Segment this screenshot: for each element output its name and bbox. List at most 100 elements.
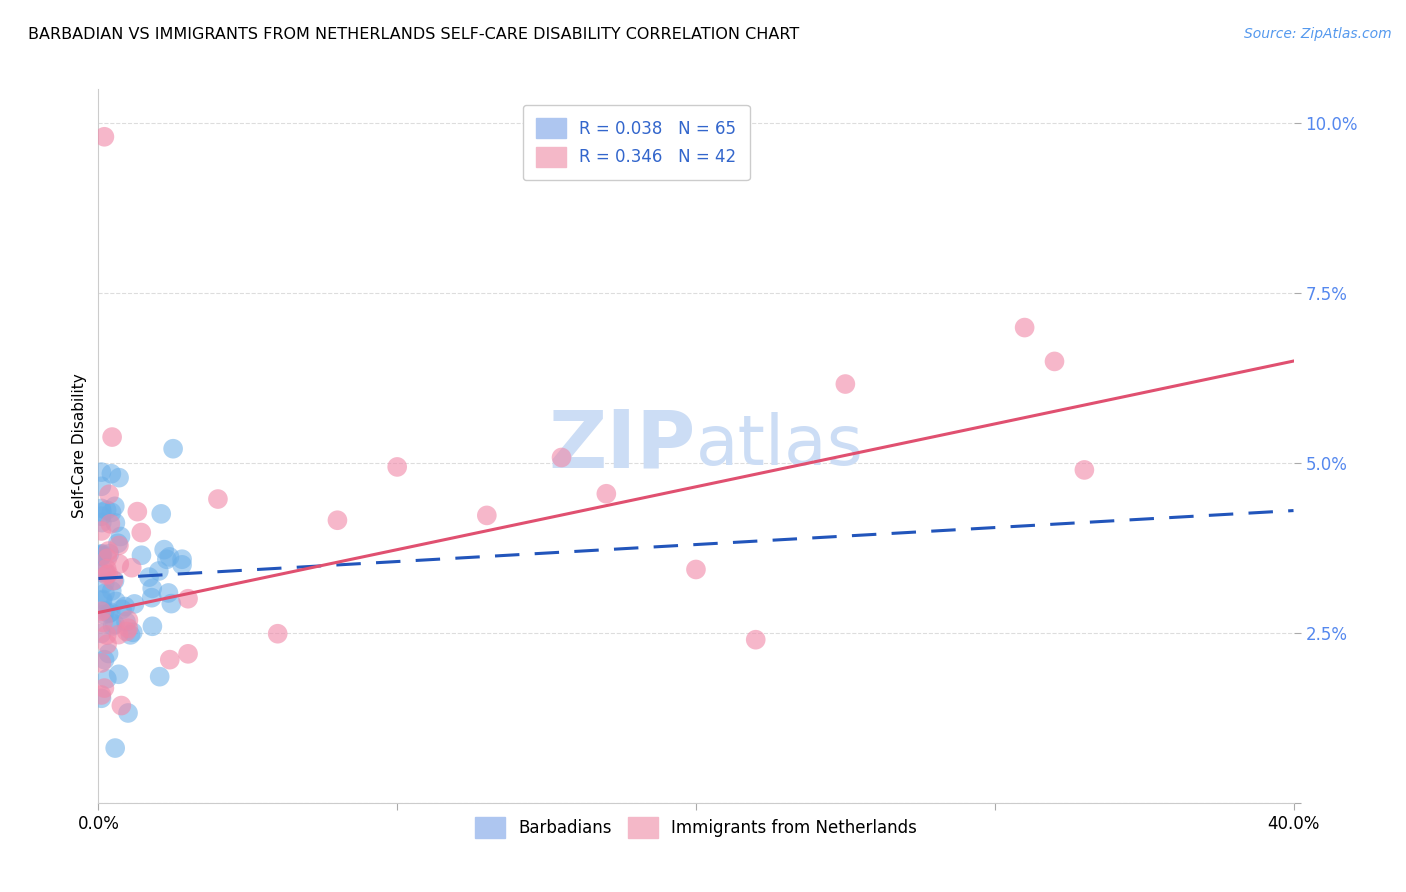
Text: ZIP: ZIP xyxy=(548,407,696,485)
Point xyxy=(90,626,112,640)
Point xyxy=(100,606,122,620)
Point xyxy=(159,653,181,667)
Point xyxy=(117,621,139,635)
Point xyxy=(156,552,179,566)
Point xyxy=(111,602,134,616)
Point xyxy=(100,467,122,481)
Point xyxy=(96,551,118,566)
Point xyxy=(90,566,112,580)
Point xyxy=(110,529,132,543)
Point xyxy=(98,547,121,561)
Point xyxy=(97,647,120,661)
Point xyxy=(93,576,115,591)
Point xyxy=(90,549,112,564)
Point xyxy=(96,561,118,575)
Point xyxy=(127,505,149,519)
Point xyxy=(141,619,163,633)
Point xyxy=(1014,320,1036,334)
Point xyxy=(108,557,131,571)
Point xyxy=(103,574,125,588)
Point xyxy=(101,619,124,633)
Point xyxy=(207,491,229,506)
Text: Source: ZipAtlas.com: Source: ZipAtlas.com xyxy=(1244,27,1392,41)
Point xyxy=(834,377,856,392)
Point xyxy=(91,547,114,561)
Point xyxy=(267,626,290,640)
Point xyxy=(107,667,129,681)
Point xyxy=(745,632,768,647)
Point xyxy=(149,670,172,684)
Point xyxy=(131,548,153,562)
Point xyxy=(90,548,112,562)
Point xyxy=(107,536,129,550)
Point xyxy=(129,525,152,540)
Point xyxy=(93,607,115,622)
Point xyxy=(93,653,115,667)
Point xyxy=(114,599,136,614)
Point xyxy=(475,508,498,523)
Point xyxy=(98,516,122,531)
Point xyxy=(115,615,138,629)
Point xyxy=(90,465,112,479)
Point xyxy=(91,505,114,519)
Point xyxy=(120,628,142,642)
Point xyxy=(97,607,120,621)
Text: BARBADIAN VS IMMIGRANTS FROM NETHERLANDS SELF-CARE DISABILITY CORRELATION CHART: BARBADIAN VS IMMIGRANTS FROM NETHERLANDS… xyxy=(28,27,800,42)
Point xyxy=(157,586,180,600)
Point xyxy=(385,459,409,474)
Point xyxy=(91,593,114,607)
Point xyxy=(91,592,114,607)
Point xyxy=(108,470,131,484)
Point xyxy=(90,604,112,618)
Point xyxy=(1043,354,1066,368)
Point xyxy=(90,509,112,524)
Point xyxy=(90,524,112,538)
Point xyxy=(172,552,194,566)
Point xyxy=(90,479,112,493)
Point xyxy=(104,741,127,756)
Point xyxy=(104,516,127,530)
Point xyxy=(96,568,118,582)
Point xyxy=(160,597,183,611)
Point xyxy=(104,500,127,514)
Point xyxy=(685,562,707,576)
Point xyxy=(90,501,112,516)
Point xyxy=(94,565,117,579)
Point xyxy=(121,625,143,640)
Point xyxy=(91,549,114,563)
Point xyxy=(162,442,184,456)
Point xyxy=(97,567,120,582)
Point xyxy=(100,583,122,598)
Point xyxy=(104,617,127,632)
Point xyxy=(90,516,112,530)
Point xyxy=(141,591,163,605)
Point xyxy=(96,503,118,517)
Point xyxy=(177,591,200,606)
Point xyxy=(326,513,349,527)
Point xyxy=(101,430,124,444)
Point xyxy=(117,706,139,720)
Point xyxy=(172,558,194,572)
Point xyxy=(138,570,160,584)
Point xyxy=(93,129,115,144)
Point xyxy=(550,450,572,465)
Point xyxy=(153,542,176,557)
Point xyxy=(117,613,139,627)
Point xyxy=(90,656,112,670)
Point xyxy=(90,691,112,706)
Point xyxy=(159,549,181,564)
Text: atlas: atlas xyxy=(696,412,863,480)
Point xyxy=(124,597,146,611)
Point xyxy=(96,628,118,642)
Point xyxy=(121,560,143,574)
Point xyxy=(103,574,125,588)
Point xyxy=(97,544,120,558)
Point xyxy=(100,505,122,519)
Point xyxy=(96,637,118,651)
Point xyxy=(150,507,173,521)
Point xyxy=(148,564,170,578)
Point xyxy=(110,698,132,713)
Point xyxy=(98,487,121,501)
Point xyxy=(94,586,117,600)
Point xyxy=(90,688,112,702)
